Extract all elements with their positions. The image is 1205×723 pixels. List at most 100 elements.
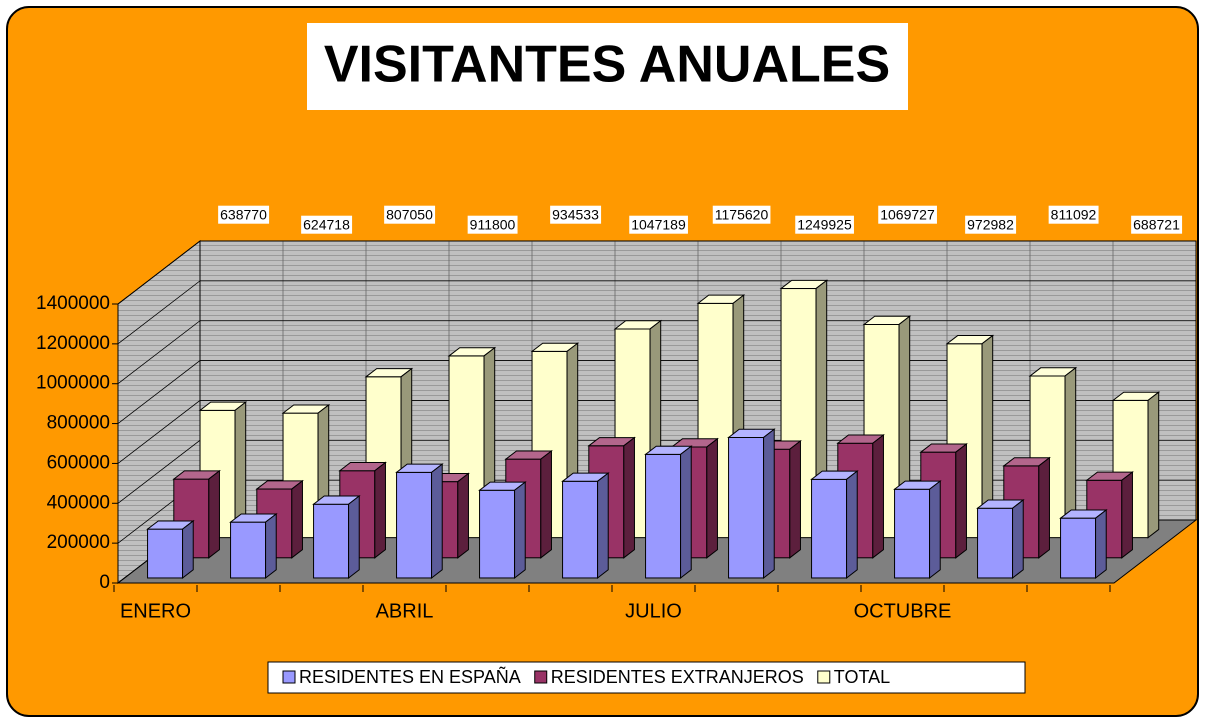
bar-front — [562, 480, 599, 579]
data-label-bg — [301, 215, 353, 234]
data-label-bg — [878, 205, 937, 224]
bar-side — [208, 469, 220, 559]
data-label: 624718 — [303, 217, 350, 233]
bar-side — [1095, 508, 1107, 579]
bar-front — [1060, 517, 1097, 579]
bar-side — [431, 463, 443, 579]
data-label: 972982 — [967, 217, 1014, 233]
bar-side — [348, 495, 360, 579]
bar-side — [1147, 391, 1160, 539]
grid-line — [117, 280, 1196, 345]
bar-front — [811, 478, 848, 579]
bar-side — [1038, 456, 1050, 559]
bar-side — [706, 437, 718, 559]
bar-side — [597, 472, 609, 579]
bar-front — [894, 488, 931, 579]
bar-side — [846, 470, 858, 579]
bar — [976, 499, 1025, 579]
bar-side — [514, 481, 526, 579]
data-label: 1175620 — [715, 207, 769, 223]
bar-front — [313, 503, 350, 579]
x-tick-label: JULIO — [625, 600, 682, 622]
bar — [1028, 366, 1078, 539]
x-tick-label: ENERO — [120, 600, 191, 622]
data-label-bg — [965, 215, 1017, 234]
bar-side — [291, 479, 303, 559]
bar — [478, 481, 527, 579]
data-label-bg — [384, 205, 436, 224]
bar — [613, 319, 663, 539]
legend-label: RESIDENTES EN ESPAÑA — [299, 666, 521, 687]
data-label: 638770 — [220, 207, 267, 223]
data-label-bg — [1048, 205, 1099, 224]
bar-side — [265, 512, 277, 579]
bar — [561, 472, 610, 579]
bar-side — [929, 480, 941, 579]
data-label-bg — [1131, 215, 1183, 234]
grid-line — [117, 320, 1196, 385]
bar-side — [457, 472, 469, 559]
bar-side — [789, 439, 801, 559]
x-tick-label: OCTUBRE — [854, 600, 952, 622]
bar-front — [977, 507, 1014, 579]
bar — [810, 470, 859, 579]
bar — [893, 480, 942, 579]
y-tick-label: 200000 — [47, 532, 110, 553]
bar — [727, 428, 776, 579]
data-label: 1047189 — [631, 217, 686, 233]
chart-title: VISITANTES ANUALES — [324, 36, 890, 94]
bar-side — [182, 519, 194, 579]
y-tick-label: 600000 — [47, 452, 110, 473]
data-label: 1249925 — [797, 217, 852, 233]
bar-side — [680, 445, 692, 579]
data-label: 807050 — [386, 207, 433, 223]
y-tick-label: 400000 — [47, 492, 110, 513]
legend-swatch — [534, 670, 548, 684]
bar-side — [540, 449, 552, 559]
data-label: 934533 — [552, 207, 599, 223]
data-label-bg — [218, 205, 270, 224]
legend-box — [267, 661, 1026, 694]
legend-swatch — [282, 670, 296, 684]
bar-side — [763, 428, 775, 579]
bar-side — [872, 434, 884, 559]
bar — [1059, 508, 1108, 579]
y-tick-label: 0 — [99, 572, 110, 593]
data-label: 688721 — [1133, 217, 1180, 233]
title-box — [307, 23, 908, 110]
bar-front — [147, 528, 184, 579]
bar-side — [374, 461, 386, 559]
bar-front — [230, 521, 267, 579]
bar-front — [728, 436, 765, 579]
data-label-bg — [467, 215, 518, 234]
legend-label: TOTAL — [834, 667, 890, 687]
bar-side — [623, 436, 635, 559]
grid-line — [117, 240, 1196, 305]
data-label: 811092 — [1051, 207, 1097, 223]
data-label: 1069727 — [880, 207, 935, 223]
bar — [312, 495, 361, 579]
y-tick-label: 800000 — [47, 413, 110, 434]
bar-side — [1012, 499, 1024, 579]
data-label-bg — [550, 205, 602, 224]
y-tick-label: 1200000 — [36, 333, 110, 354]
data-label-bg — [795, 215, 854, 234]
legend-label: RESIDENTES EXTRANJEROS — [551, 667, 804, 687]
data-label: 911800 — [470, 217, 516, 233]
bar-front — [396, 471, 433, 579]
data-label-bg — [629, 215, 688, 234]
x-tick-label: ABRIL — [376, 600, 434, 622]
bar-front — [479, 489, 516, 579]
bar-side — [1121, 471, 1133, 559]
bar — [229, 512, 278, 579]
bar — [395, 463, 444, 579]
bar-front — [645, 453, 682, 579]
legend-swatch — [817, 670, 831, 684]
y-tick-label: 1400000 — [36, 293, 110, 314]
y-tick-label: 1000000 — [36, 373, 110, 394]
bar — [644, 445, 693, 579]
bar — [146, 519, 195, 579]
data-label-bg — [712, 205, 771, 224]
bar-side — [955, 442, 967, 559]
